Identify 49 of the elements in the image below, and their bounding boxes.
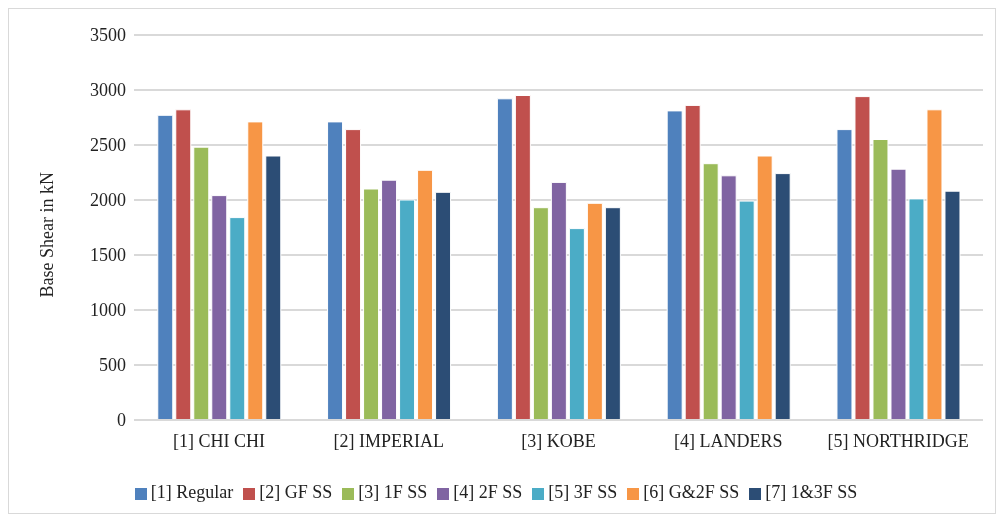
y-tick-label: 0	[117, 410, 126, 431]
bar	[211, 195, 228, 420]
bar	[345, 129, 362, 420]
bar	[514, 95, 531, 420]
bar	[247, 121, 264, 420]
y-tick-label: 3500	[90, 25, 126, 46]
x-tick-label: [1] CHI CHI	[172, 430, 265, 451]
x-tick-label: [2] IMPERIAL	[333, 430, 444, 451]
legend-label: [1] Regular	[150, 482, 234, 502]
x-tick-label: [5] NORTHRIDGE	[827, 430, 969, 451]
bar	[720, 175, 737, 420]
y-tick-label: 1000	[90, 300, 126, 321]
bar	[435, 191, 452, 420]
x-tick-label: [4] LANDERS	[674, 430, 783, 451]
bar	[702, 163, 719, 420]
bar	[684, 104, 701, 420]
bar	[229, 217, 246, 420]
y-tick-label: 3000	[90, 80, 126, 101]
bar	[193, 146, 210, 420]
bar	[738, 200, 755, 420]
legend-label: [2] GF SS	[259, 482, 333, 502]
bar	[532, 207, 549, 420]
bar	[666, 110, 683, 420]
bar	[774, 173, 791, 420]
legend-label: [3] 1F SS	[358, 482, 428, 502]
y-tick-label: 500	[99, 355, 126, 376]
bar	[586, 202, 603, 420]
legend-label: [7] 1&3F SS	[765, 482, 858, 502]
bar	[756, 155, 773, 420]
y-tick-label: 2000	[90, 190, 126, 211]
bar	[550, 181, 567, 420]
bar	[265, 155, 282, 420]
legend-label: [6] G&2F SS	[643, 482, 740, 502]
legend-label: [5] 3F SS	[548, 482, 618, 502]
bar	[175, 109, 192, 420]
y-tick-label: 2500	[90, 135, 126, 156]
x-tick-label: [3] KOBE	[521, 430, 596, 451]
bar	[604, 207, 621, 420]
bar	[327, 121, 344, 420]
bar	[399, 199, 416, 420]
bar	[363, 188, 380, 420]
y-tick-label: 1500	[90, 245, 126, 266]
bar	[568, 228, 585, 420]
bar	[417, 169, 434, 420]
bar	[381, 179, 398, 420]
bar	[157, 114, 174, 420]
bar	[496, 98, 513, 420]
y-axis-title: Base Shear in kN	[37, 172, 58, 298]
legend-label: [4] 2F SS	[453, 482, 523, 502]
